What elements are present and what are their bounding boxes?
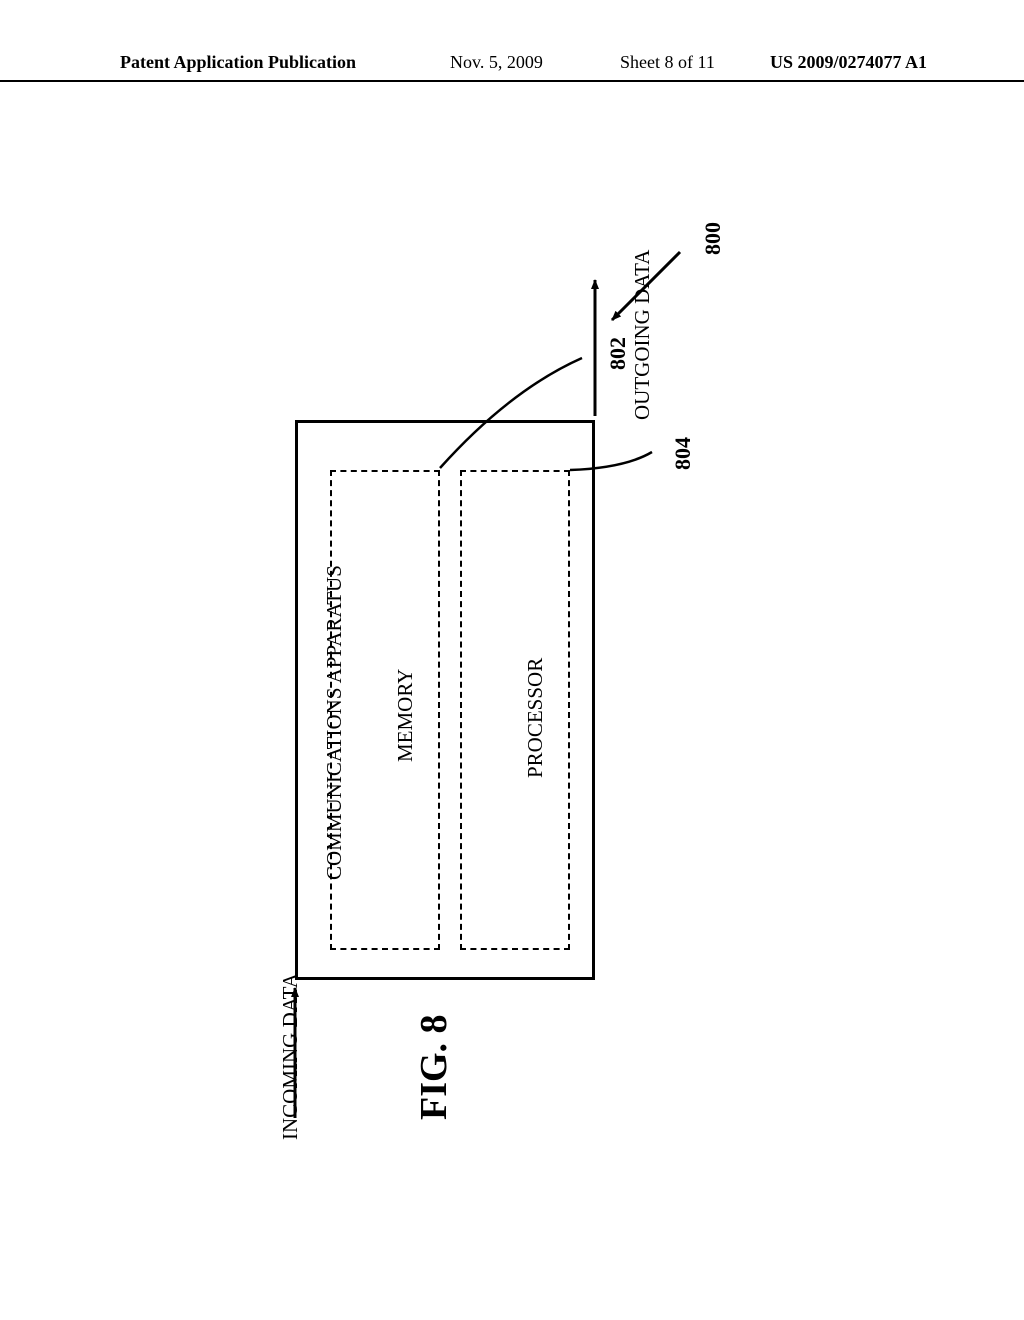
incoming-label: INCOMING DATA bbox=[278, 973, 303, 1140]
memory-label: MEMORY bbox=[393, 669, 418, 762]
ref-800-label: 800 bbox=[700, 222, 726, 255]
figure-caption: FIG. 8 bbox=[412, 1014, 456, 1120]
ref-804-leader bbox=[570, 452, 652, 470]
diagram-svg bbox=[0, 0, 1024, 1320]
processor-label: PROCESSOR bbox=[523, 658, 548, 778]
apparatus-title: COMMUNICATIONS APPARATUS bbox=[322, 565, 347, 880]
outgoing-label: OUTGOING DATA bbox=[630, 250, 655, 420]
ref-802-label: 802 bbox=[605, 337, 631, 370]
ref-804-label: 804 bbox=[670, 437, 696, 470]
ref-802-leader bbox=[440, 358, 582, 468]
